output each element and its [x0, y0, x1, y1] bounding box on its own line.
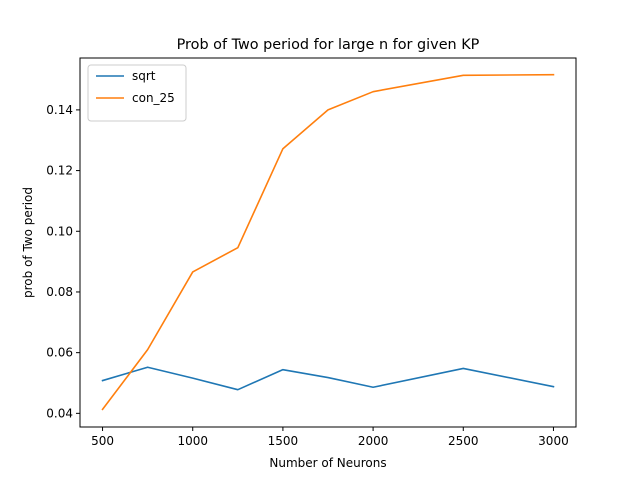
y-axis-label: prob of Two period: [21, 187, 35, 298]
x-tick-label: 1000: [177, 434, 208, 448]
y-tick-label: 0.12: [46, 164, 73, 178]
legend-entry-label: con_25: [132, 91, 175, 105]
legend-box: [87, 64, 187, 122]
legend-entry-label: sqrt: [132, 69, 156, 83]
y-tick-label: 0.10: [46, 224, 73, 238]
x-axis-label: Number of Neurons: [269, 456, 386, 470]
series-layer: [101, 73, 555, 411]
x-tick-label: 2500: [448, 434, 479, 448]
y-tick-label: 0.08: [46, 285, 73, 299]
series-line-sqrt: [101, 366, 555, 391]
x-tick-label: 2000: [358, 434, 389, 448]
x-tick-label: 1500: [268, 434, 299, 448]
series-line-con-25: [101, 73, 555, 411]
y-tick-label: 0.04: [46, 406, 73, 420]
chart-title: Prob of Two period for large n for given…: [177, 37, 480, 53]
y-tick-label: 0.06: [46, 346, 73, 360]
x-tick-label: 3000: [538, 434, 569, 448]
y-tick-label: 0.14: [46, 103, 73, 117]
x-tick-label: 500: [91, 434, 114, 448]
axes-frame: [79, 57, 577, 428]
legend: sqrt con_25: [87, 64, 187, 122]
axis-ticks: 500 1000 1500 2000 2500 3000 0.04 0.06 0.08 0.10 0…: [46, 103, 568, 448]
